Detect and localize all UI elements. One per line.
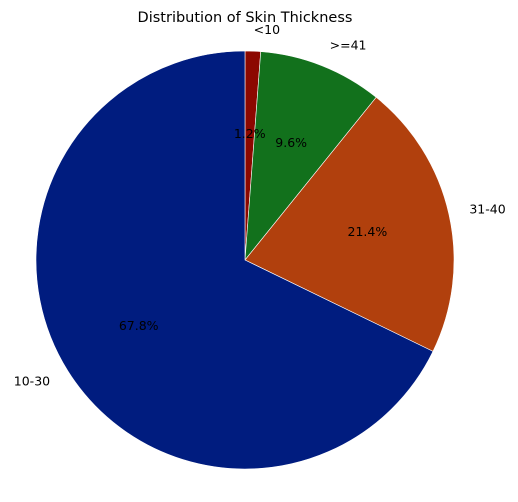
slice-label-10-30: 10-30 [14,373,50,388]
slice-label-31-40: 31-40 [469,201,505,216]
pct-label-lt10: 1.2% [234,126,266,141]
pct-label-ge41: 9.6% [275,135,307,150]
pie-slices [35,50,455,470]
slice-label-ge41: >=41 [330,38,367,53]
pie-slice-ge41 [244,51,377,261]
pie-labels: 1.2% <10 9.6% >=41 21.4% 31-40 67.8% 10-30 [14,22,506,389]
pie-slice-10-30 [35,50,434,470]
pie-slice-31-40 [244,96,455,352]
slice-label-lt10: <10 [254,22,280,37]
chart-title: Distribution of Skin Thickness [138,10,353,26]
pct-label-31-40: 21.4% [348,224,388,239]
pct-label-10-30: 67.8% [119,318,159,333]
